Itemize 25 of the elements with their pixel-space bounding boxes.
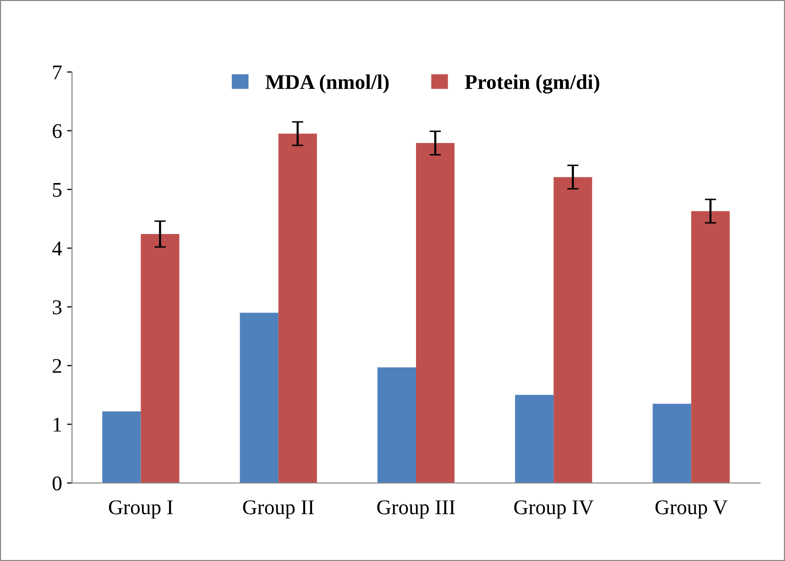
- x-tick-label: Group II: [243, 500, 314, 519]
- y-tick-label: 4: [52, 242, 62, 256]
- bar: [515, 394, 554, 483]
- x-tick-label: Group IV: [514, 500, 594, 519]
- y-tick-label: 7: [53, 66, 62, 80]
- x-tick-label: Group III: [377, 500, 455, 519]
- bar: [140, 234, 180, 483]
- y-tick-label: 1: [54, 418, 62, 432]
- y-tick-label: 0: [52, 476, 62, 490]
- bar: [377, 367, 416, 483]
- bar: [416, 143, 455, 483]
- y-tick-label: 6: [52, 124, 62, 138]
- x-tick-label: Group I: [108, 500, 173, 519]
- bar: [240, 312, 278, 483]
- y-tick-label: 3: [52, 300, 62, 314]
- legend-label: Protein (gm/di): [464, 74, 600, 94]
- bar: [554, 177, 592, 483]
- y-tick-label: 5: [53, 183, 62, 197]
- bar: [102, 411, 141, 483]
- bar: [691, 211, 730, 483]
- bar: [652, 404, 692, 483]
- x-tick-label: Group V: [655, 500, 728, 519]
- legend-label: MDA (nmol/l): [266, 74, 389, 94]
- y-tick-label: 2: [52, 359, 62, 373]
- bar: [278, 134, 317, 483]
